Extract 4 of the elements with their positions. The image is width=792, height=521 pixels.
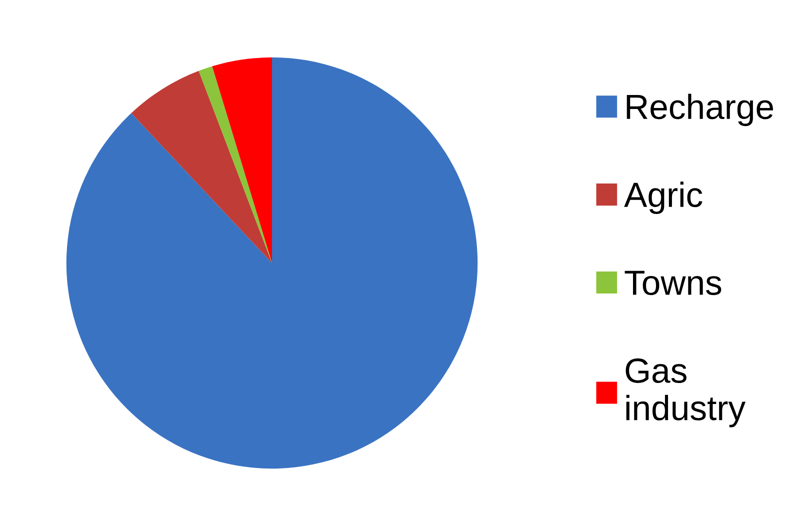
legend-label: Towns (624, 270, 722, 296)
legend-label: Gas industry (626, 358, 746, 428)
legend-label: Agric (624, 182, 702, 214)
legend-label: Recharge (626, 94, 774, 126)
